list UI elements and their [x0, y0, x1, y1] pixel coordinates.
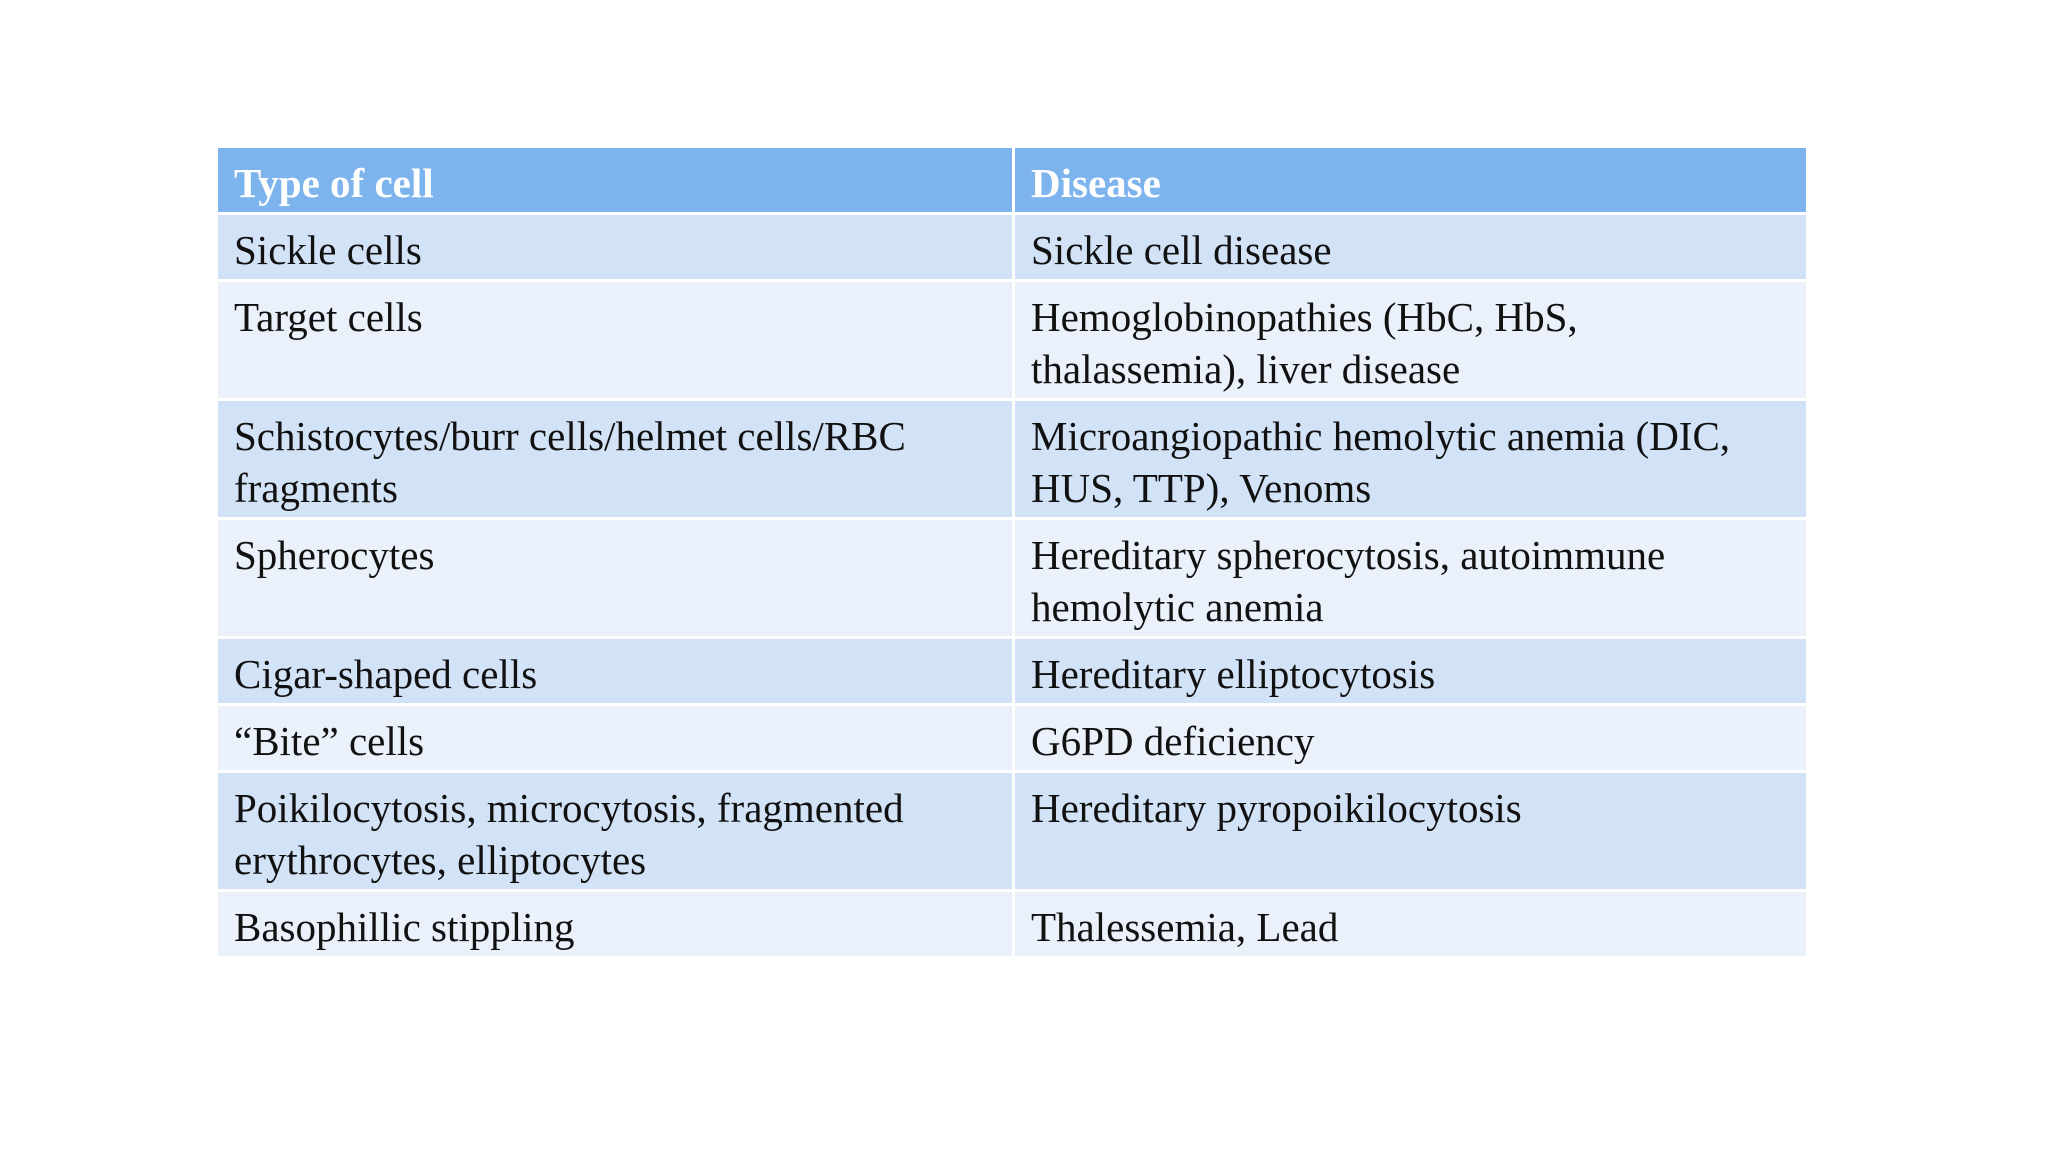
cell-disease: Hereditary pyropoikilocytosis	[1012, 773, 1806, 892]
cell-disease: Sickle cell disease	[1012, 215, 1806, 282]
header-disease: Disease	[1012, 148, 1806, 215]
table-row: Cigar-shaped cells Hereditary elliptocyt…	[218, 639, 1806, 706]
cell-type: Schistocytes/burr cells/helmet cells/RBC…	[218, 401, 1012, 520]
cell-type: Spherocytes	[218, 520, 1012, 639]
header-type-of-cell: Type of cell	[218, 148, 1012, 215]
table-row: Target cells Hemoglobinopathies (HbC, Hb…	[218, 282, 1806, 401]
cell-type: Cigar-shaped cells	[218, 639, 1012, 706]
table-row: Spherocytes Hereditary spherocytosis, au…	[218, 520, 1806, 639]
cell-type: Basophillic stippling	[218, 892, 1012, 959]
cell-disease: Hereditary elliptocytosis	[1012, 639, 1806, 706]
cell-type: Poikilocytosis, microcytosis, fragmented…	[218, 773, 1012, 892]
cell-disease: Hereditary spherocytosis, autoimmune hem…	[1012, 520, 1806, 639]
table-row: Basophillic stippling Thalessemia, Lead	[218, 892, 1806, 959]
cell-disease: G6PD deficiency	[1012, 706, 1806, 773]
cell-disease-table: Type of cell Disease Sickle cells Sickle…	[218, 148, 1806, 959]
cell-type: Sickle cells	[218, 215, 1012, 282]
table-header-row: Type of cell Disease	[218, 148, 1806, 215]
table-row: Sickle cells Sickle cell disease	[218, 215, 1806, 282]
cell-disease: Microangiopathic hemolytic anemia (DIC, …	[1012, 401, 1806, 520]
cell-disease: Thalessemia, Lead	[1012, 892, 1806, 959]
table-row: “Bite” cells G6PD deficiency	[218, 706, 1806, 773]
cell-disease: Hemoglobinopathies (HbC, HbS, thalassemi…	[1012, 282, 1806, 401]
table-row: Poikilocytosis, microcytosis, fragmented…	[218, 773, 1806, 892]
cell-type: Target cells	[218, 282, 1012, 401]
cell-type: “Bite” cells	[218, 706, 1012, 773]
table-row: Schistocytes/burr cells/helmet cells/RBC…	[218, 401, 1806, 520]
